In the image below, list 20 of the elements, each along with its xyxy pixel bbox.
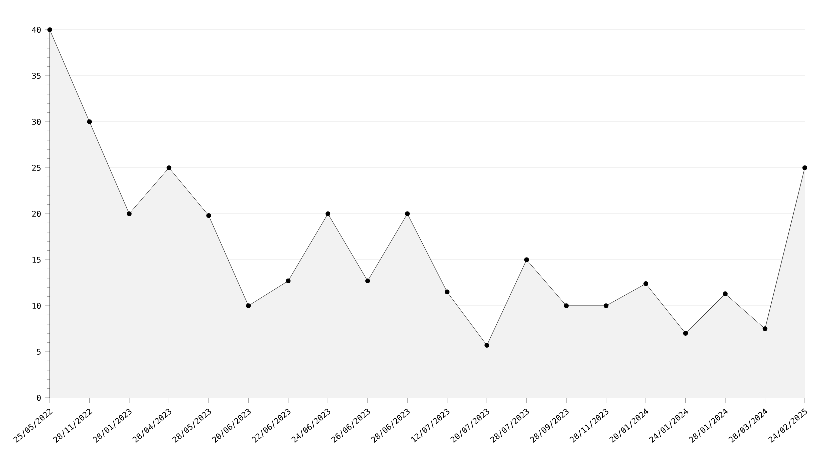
point bbox=[246, 304, 252, 308]
point bbox=[166, 166, 172, 170]
point bbox=[286, 278, 291, 284]
point bbox=[604, 304, 609, 308]
point bbox=[762, 326, 768, 332]
point bbox=[206, 213, 212, 218]
point bbox=[564, 304, 569, 308]
point bbox=[48, 28, 52, 32]
point bbox=[366, 278, 370, 284]
point bbox=[644, 282, 648, 286]
point bbox=[127, 212, 132, 216]
point bbox=[484, 343, 490, 348]
point bbox=[802, 166, 808, 170]
point bbox=[87, 120, 92, 124]
point bbox=[723, 292, 728, 296]
point bbox=[524, 258, 530, 262]
point bbox=[683, 331, 688, 336]
point bbox=[405, 212, 410, 216]
point bbox=[444, 290, 450, 295]
point bbox=[326, 212, 331, 216]
